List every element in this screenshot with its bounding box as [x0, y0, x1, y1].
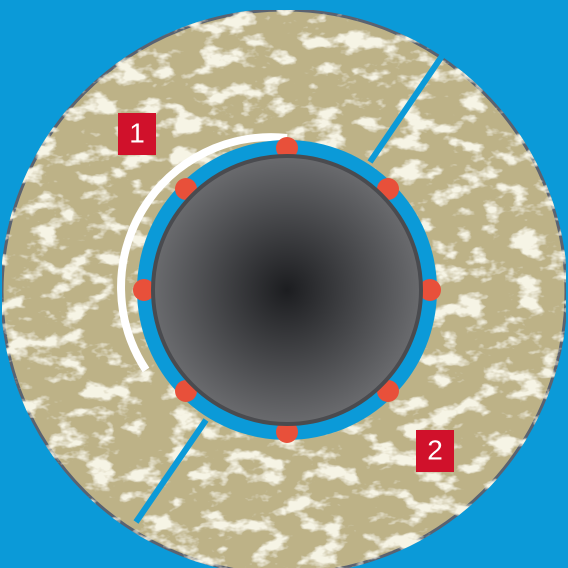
clip: [419, 279, 441, 301]
clips: [133, 137, 441, 443]
clip: [276, 421, 298, 443]
pipe: [151, 154, 423, 426]
gap-edge: [117, 133, 288, 373]
label: 1: [129, 117, 145, 148]
label: 2: [427, 434, 443, 465]
label-box: [416, 430, 454, 472]
split-line: [133, 418, 209, 524]
clip: [276, 137, 298, 159]
label-box: [118, 113, 156, 155]
split-line: [367, 54, 445, 164]
clip: [133, 279, 155, 301]
